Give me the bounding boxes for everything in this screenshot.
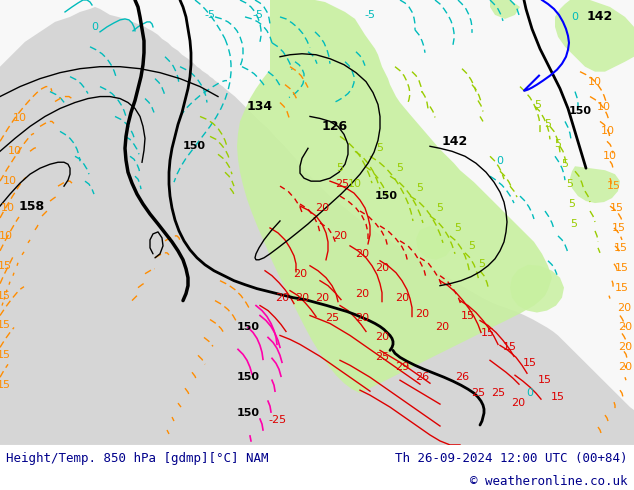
Text: 15: 15 [610,203,624,213]
Text: Th 26-09-2024 12:00 UTC (00+84): Th 26-09-2024 12:00 UTC (00+84) [395,452,628,465]
Text: 150: 150 [183,141,205,151]
Text: 15: 15 [612,223,626,233]
Text: 29: 29 [395,362,409,372]
Text: 20: 20 [355,313,369,322]
Text: 15: 15 [0,261,12,271]
Text: 10: 10 [601,126,615,136]
Polygon shape [570,166,620,203]
Text: 15: 15 [615,283,629,293]
Text: 10: 10 [1,203,15,213]
Text: 20: 20 [618,343,632,352]
Text: 5: 5 [534,99,541,109]
Text: 142: 142 [587,10,613,24]
Text: 150: 150 [375,191,398,201]
Text: 5: 5 [436,203,444,213]
Text: 20: 20 [617,302,631,313]
Text: 10: 10 [0,231,13,241]
Text: 5: 5 [377,143,384,153]
Text: 15: 15 [614,243,628,253]
Text: 15: 15 [481,328,495,339]
Text: 0: 0 [526,388,533,398]
Text: 20: 20 [395,293,409,303]
Text: 20: 20 [415,309,429,318]
Text: 20: 20 [293,269,307,279]
Text: 15: 15 [503,343,517,352]
Polygon shape [416,226,452,260]
Text: 20: 20 [511,398,525,408]
Text: 20: 20 [295,293,309,303]
Text: 0: 0 [496,156,503,166]
Polygon shape [510,265,564,313]
Text: 25: 25 [325,313,339,322]
Text: 150: 150 [236,372,259,382]
Text: 15: 15 [607,181,621,191]
Text: -25: -25 [269,415,287,425]
Text: 5: 5 [469,241,476,251]
Text: 26: 26 [455,372,469,382]
Polygon shape [0,7,634,445]
Text: 5: 5 [555,139,562,149]
Text: 0: 0 [571,12,578,22]
Text: -5: -5 [252,10,264,20]
Text: 15: 15 [615,263,629,273]
Text: 142: 142 [442,135,468,148]
Text: 15: 15 [0,320,11,330]
Text: 10: 10 [348,179,362,189]
Text: 10: 10 [13,114,27,123]
Text: 126: 126 [322,120,348,133]
Text: 20: 20 [355,249,369,259]
Text: 20: 20 [355,289,369,298]
Text: 150: 150 [569,106,592,117]
Text: 20: 20 [618,362,632,372]
Text: 25: 25 [471,388,485,398]
Text: 20: 20 [315,293,329,303]
Text: 5: 5 [396,163,403,173]
Text: 20: 20 [275,293,289,303]
Text: 15: 15 [523,358,537,368]
Polygon shape [490,0,520,19]
Text: 5: 5 [569,199,576,209]
Text: -5: -5 [365,10,375,20]
Text: 15: 15 [0,291,11,301]
Text: 15: 15 [551,392,565,402]
Text: 5: 5 [455,223,462,233]
Text: 15: 15 [0,380,11,390]
Text: 5: 5 [545,120,552,129]
Text: 15: 15 [0,350,11,360]
Text: 10: 10 [8,147,22,156]
Text: 26: 26 [415,372,429,382]
Text: 5: 5 [562,159,569,169]
Text: 15: 15 [538,375,552,385]
Text: -5: -5 [205,10,216,20]
Polygon shape [555,0,634,72]
Text: © weatheronline.co.uk: © weatheronline.co.uk [470,475,628,489]
Text: 5: 5 [337,163,344,173]
Text: 20: 20 [333,231,347,241]
Text: 25: 25 [335,179,349,189]
Text: 150: 150 [236,322,259,333]
Text: 25: 25 [375,352,389,362]
Polygon shape [237,0,552,393]
Text: 5: 5 [571,219,578,229]
Text: 134: 134 [247,100,273,113]
Text: 20: 20 [618,322,632,333]
Text: 15: 15 [461,311,475,320]
Text: 10: 10 [3,176,17,186]
Text: 10: 10 [603,151,617,161]
Text: 0: 0 [91,22,98,32]
Text: 20: 20 [435,322,449,333]
Text: 10: 10 [597,101,611,112]
Text: 10: 10 [588,76,602,87]
Text: 20: 20 [375,263,389,273]
Text: 20: 20 [315,203,329,213]
Text: 158: 158 [19,199,45,213]
Text: 20: 20 [375,332,389,343]
Text: 5: 5 [417,183,424,193]
Text: 5: 5 [479,259,486,269]
Text: Height/Temp. 850 hPa [gdmp][°C] NAM: Height/Temp. 850 hPa [gdmp][°C] NAM [6,452,269,465]
Text: 25: 25 [491,388,505,398]
Text: 150: 150 [236,408,259,418]
Text: 5: 5 [567,179,574,189]
